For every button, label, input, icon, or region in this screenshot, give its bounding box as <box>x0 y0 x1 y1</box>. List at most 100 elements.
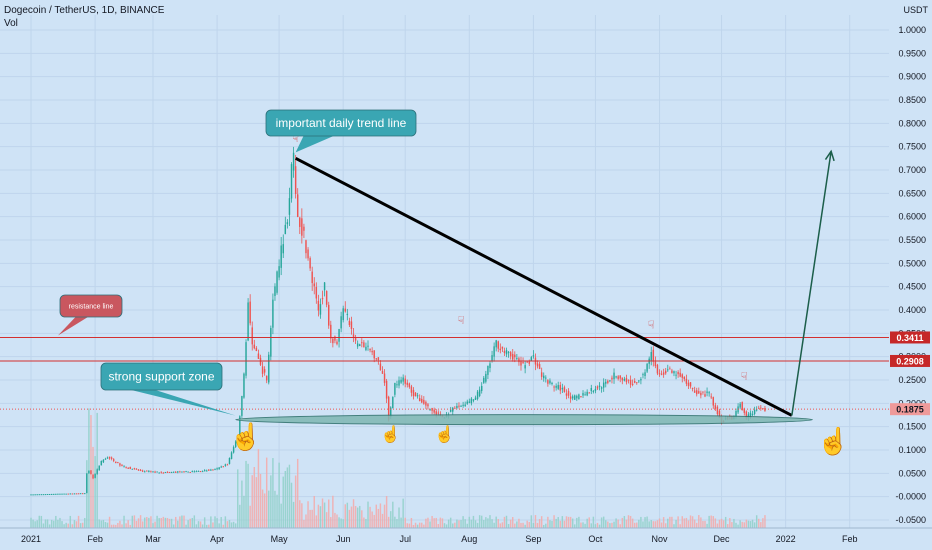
volume-bar <box>396 519 398 528</box>
candle-body <box>251 327 253 345</box>
candle-body <box>656 364 659 374</box>
candle-body <box>334 336 336 341</box>
candle-body <box>716 406 719 415</box>
volume-bar <box>334 512 336 528</box>
drawings-layer[interactable]: ☟ ☟ ☟ ☟ ☝ ☝ ☝ ☝ important daily trend line strong… <box>0 109 889 457</box>
candle-body <box>73 493 76 495</box>
candle-body <box>526 361 528 363</box>
candle-body <box>175 471 177 473</box>
candle-body <box>576 395 578 399</box>
volume-bar <box>330 517 332 528</box>
volume-bar <box>189 518 191 528</box>
candle-body <box>693 390 696 393</box>
candle-body <box>466 401 468 404</box>
volume-bar <box>743 522 746 528</box>
volume-bar <box>617 519 619 528</box>
candle-body <box>423 399 425 404</box>
candle-body <box>538 364 541 369</box>
candle-body <box>644 372 646 376</box>
candle-body <box>408 383 411 388</box>
price-tick-label: -0.0500 <box>895 515 926 525</box>
candle-body <box>121 464 123 466</box>
resistance-price-badge: 0.3411 <box>896 333 923 343</box>
volume-bar <box>664 523 667 528</box>
volume-bar <box>706 523 708 528</box>
candle-body <box>493 346 495 357</box>
candle-body <box>185 471 187 473</box>
volume-bar <box>631 518 634 528</box>
candle-body <box>299 217 301 227</box>
symbol-title[interactable]: Dogecoin / TetherUS, 1D, BINANCE <box>4 5 165 16</box>
candle-body <box>518 358 520 363</box>
candle-body <box>315 286 318 299</box>
volume-bar <box>40 515 43 528</box>
volume-bar <box>350 506 353 528</box>
volume-bar <box>416 524 419 528</box>
candle-body <box>84 493 86 495</box>
candle-body <box>220 466 222 468</box>
candle-body <box>354 337 357 341</box>
candle-body <box>464 404 466 406</box>
volume-bar <box>315 515 318 528</box>
volume-bar <box>158 518 160 528</box>
candle-body <box>346 313 349 316</box>
volume-bar <box>32 519 34 528</box>
price-tick-label: 0.6000 <box>898 212 926 222</box>
candle-body <box>106 457 109 459</box>
candle-body <box>563 387 566 393</box>
time-tick-label: 2022 <box>776 534 796 544</box>
candle-body <box>296 194 299 217</box>
candle-body <box>571 396 574 399</box>
candle-body <box>739 403 741 408</box>
candle-body <box>706 391 708 393</box>
volume-bar <box>234 523 237 528</box>
volume-bar <box>392 501 394 528</box>
candle-body <box>623 378 626 381</box>
volume-bar <box>509 519 512 528</box>
volume-bar <box>700 517 702 528</box>
candle-body <box>133 468 136 470</box>
candle-body <box>652 349 655 362</box>
candle-body <box>340 316 342 329</box>
resistance-price-badge: 0.2908 <box>896 356 924 366</box>
volume-bar <box>619 524 621 528</box>
volume-bar <box>361 510 363 528</box>
candle-body <box>234 441 237 447</box>
candle-body <box>662 372 665 375</box>
candle-body <box>189 471 191 473</box>
callout-label: resistance line <box>69 303 114 310</box>
time-tick-label: Feb <box>842 534 858 544</box>
volume-bar <box>81 522 84 528</box>
volume-bars <box>30 408 766 528</box>
volume-bar <box>263 493 266 528</box>
volume-bar <box>193 515 196 528</box>
hand-pointer-icon: ☝ <box>817 425 849 457</box>
volume-bar <box>437 524 440 528</box>
candle-body <box>48 493 51 495</box>
candle-body <box>294 166 297 194</box>
volume-bar <box>137 518 140 528</box>
volume-bar <box>427 517 429 528</box>
candle-body <box>520 361 522 366</box>
volume-bar <box>685 517 688 528</box>
volume-bar <box>243 495 245 528</box>
volume-bar <box>739 520 741 528</box>
volume-bar <box>443 523 446 528</box>
candle-body <box>557 385 559 389</box>
volume-bar <box>317 504 320 528</box>
candle-body <box>658 373 661 375</box>
candle-body <box>222 466 225 468</box>
candle-body <box>429 408 431 410</box>
volume-bar <box>439 517 442 528</box>
time-tick-label: Apr <box>210 534 224 544</box>
candle-body <box>514 354 516 358</box>
volume-bar <box>406 523 409 528</box>
volume-bar <box>460 520 462 528</box>
volume-bar <box>108 516 111 528</box>
volume-bar <box>199 521 202 528</box>
volume-bar <box>208 524 210 528</box>
candle-body <box>375 358 377 360</box>
candle-body <box>183 471 185 473</box>
volume-bar <box>286 467 289 528</box>
